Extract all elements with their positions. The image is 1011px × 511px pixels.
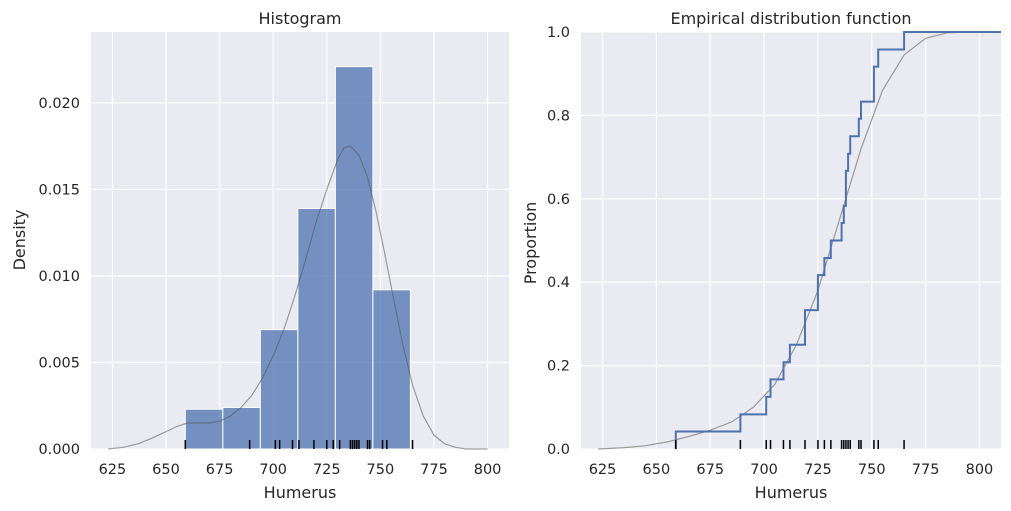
ecdf-y-axis-label: Proportion	[521, 202, 540, 285]
ecdf-y-tick-label: 0.0	[547, 442, 570, 458]
ecdf-x-axis-label: Humerus	[755, 483, 828, 502]
histogram-bar	[259, 329, 299, 450]
kde-line	[108, 145, 488, 450]
ecdf-y-tick-label: 1.0	[547, 25, 570, 41]
histogram-panel: 625 650 675 700 725 750 775 800 0.000 0.005 0.010 0…	[10, 9, 509, 502]
histogram-x-tick-label: 750	[367, 462, 395, 478]
histogram-x-tick-label: 775	[420, 462, 448, 478]
histogram-y-tick-label: 0.020	[38, 96, 80, 112]
ecdf-rug	[675, 440, 905, 449]
ecdf-x-tick-label: 750	[858, 462, 886, 478]
histogram-x-tick-label: 650	[152, 462, 180, 478]
histogram-y-tick-label: 0.015	[38, 182, 80, 198]
histogram-x-tick-label: 675	[206, 462, 234, 478]
histogram-rug	[184, 440, 414, 449]
histogram-bars	[184, 66, 411, 450]
histogram-tick-labels: 625 650 675 700 725 750 775 800 0.000 0.005 0.010 0…	[38, 96, 501, 478]
ecdf-x-tick-label: 650	[643, 462, 671, 478]
histogram-x-axis-label: Humerus	[264, 483, 337, 502]
histogram-bar	[222, 406, 261, 450]
histogram-y-tick-label: 0.010	[38, 269, 80, 285]
ecdf-title: Empirical distribution function	[670, 9, 911, 28]
histogram-bar	[334, 66, 374, 450]
histogram-x-tick-label: 725	[313, 462, 341, 478]
ecdf-y-tick-label: 0.4	[547, 275, 570, 291]
ecdf-x-tick-label: 700	[750, 462, 778, 478]
histogram-y-axis-label: Density	[10, 210, 29, 271]
ecdf-panel: 625 650 675 700 725 750 775 800 0.0 0.2 0.4 0.6 0.8 1…	[521, 9, 1001, 502]
histogram-kde-curve	[108, 145, 488, 450]
ecdf-x-tick-label: 725	[804, 462, 832, 478]
ecdf-x-tick-label: 625	[589, 462, 617, 478]
ecdf-y-tick-label: 0.8	[547, 108, 570, 124]
ecdf-tick-labels: 625 650 675 700 725 750 775 800 0.0 0.2 0.4 0.6 0.8 1…	[547, 25, 993, 478]
ecdf-plot-area	[581, 32, 1001, 449]
histogram-x-tick-label: 800	[474, 462, 502, 478]
ecdf-x-tick-label: 775	[912, 462, 940, 478]
histogram-bar	[297, 207, 336, 450]
ecdf-x-tick-label: 800	[966, 462, 994, 478]
histogram-bar	[372, 289, 411, 450]
histogram-bar	[184, 408, 224, 450]
ecdf-step-path	[674, 31, 1001, 449]
ecdf-y-tick-label: 0.6	[547, 192, 570, 208]
histogram-x-tick-label: 625	[99, 462, 127, 478]
ecdf-step-line	[674, 31, 1001, 449]
histogram-title: Histogram	[259, 9, 342, 28]
histogram-x-tick-label: 700	[259, 462, 287, 478]
ecdf-y-tick-label: 0.2	[547, 359, 570, 375]
histogram-y-tick-label: 0.000	[38, 442, 80, 458]
histogram-y-tick-label: 0.005	[38, 355, 80, 371]
ecdf-gridlines	[581, 31, 1001, 450]
ecdf-x-tick-label: 675	[696, 462, 724, 478]
